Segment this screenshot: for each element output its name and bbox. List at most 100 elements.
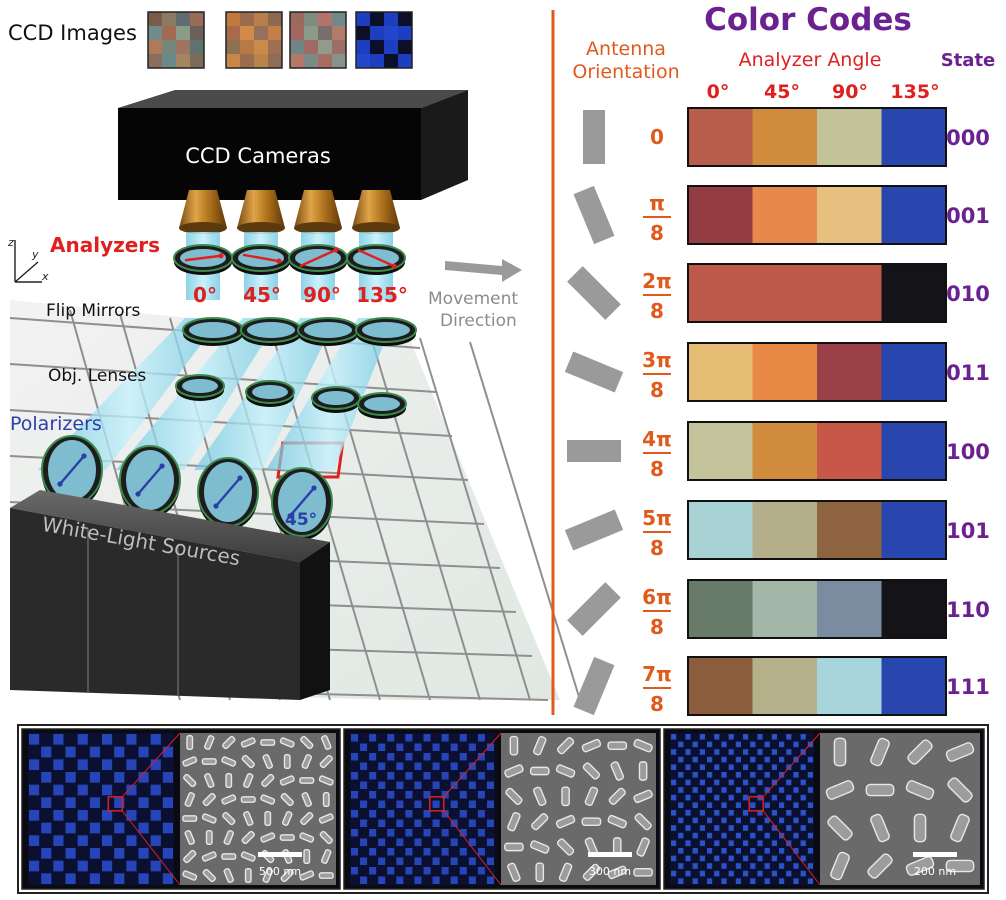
ccd-image	[225, 11, 283, 69]
state-value: 100	[946, 440, 990, 464]
state-value: 010	[946, 282, 990, 306]
code-row: 4π 8 100	[567, 421, 990, 481]
light-beam	[38, 318, 221, 470]
flip-mirror	[240, 317, 302, 346]
state-value: 001	[946, 204, 990, 228]
state-value: 111	[946, 675, 990, 699]
color-swatch	[881, 657, 947, 715]
color-swatch	[688, 580, 753, 638]
code-rows: 0 000π80012π80103π80114π81005π81016π81107…	[564, 107, 990, 716]
orientation-denominator: 8	[650, 221, 664, 245]
color-bar-border	[687, 421, 947, 481]
color-swatch	[817, 422, 882, 480]
color-swatch	[881, 264, 947, 322]
zoom-line	[762, 732, 821, 798]
zoom-box	[748, 796, 764, 812]
flip-mirror	[355, 317, 417, 346]
state-value: 101	[946, 519, 990, 543]
optical-array-image	[350, 733, 495, 885]
zoom-line	[443, 732, 502, 798]
camera-lens	[179, 190, 227, 234]
color-bar-border	[687, 107, 947, 167]
analyzer-angle-labels: 0° 45° 90° 135°	[193, 283, 408, 307]
orientation-denominator: 8	[650, 299, 664, 323]
color-swatch	[688, 422, 753, 480]
orientation-denominator: 8	[650, 692, 664, 716]
state-value: 011	[946, 361, 990, 385]
analyzer-angle-headers: 0° 45° 90° 135°	[707, 81, 940, 103]
scale-bar	[913, 852, 957, 857]
objective-lens	[245, 380, 295, 407]
zoom-box	[107, 796, 124, 812]
orientation-numerator: 7π	[642, 662, 672, 686]
obj-lenses-label: Obj. Lenses	[48, 366, 146, 386]
color-swatch	[688, 657, 753, 715]
color-swatch	[817, 657, 882, 715]
color-swatch	[752, 422, 818, 480]
antenna-header-line1: Antenna	[586, 38, 666, 60]
state-header: State	[941, 50, 996, 71]
scale-bar	[258, 852, 302, 857]
camera-lenses	[179, 190, 400, 234]
orientation-numerator: 6π	[642, 585, 672, 609]
antenna-orientation-glyph	[567, 440, 621, 462]
color-swatch	[817, 264, 882, 322]
analyzer	[346, 244, 406, 275]
analyzer-angle-header-item: 0°	[707, 81, 730, 103]
axis-triad-icon: z y x	[7, 236, 49, 283]
svg-text:x: x	[41, 270, 49, 283]
polarizers-label: Polarizers	[10, 413, 102, 435]
color-swatch	[688, 108, 753, 166]
color-swatch	[881, 186, 947, 244]
orientation-numerator: 2π	[642, 269, 672, 293]
ccd-cameras-label: CCD Cameras	[185, 144, 331, 168]
flip-mirror	[297, 317, 359, 346]
zoom-line	[121, 810, 181, 886]
orientation-numerator: 4π	[642, 427, 672, 451]
antenna-orientation-glyph	[564, 351, 624, 393]
movement-direction-line1: Movement	[428, 289, 518, 309]
polarizer	[41, 435, 103, 508]
color-bar-border	[687, 263, 947, 323]
orientation-numerator: 5π	[642, 506, 672, 530]
polarizer	[197, 457, 259, 530]
objective-lens	[175, 374, 225, 401]
movement-arrow-icon	[445, 259, 522, 282]
orientation-denominator: 8	[650, 457, 664, 481]
sem-panel: 200 nm	[663, 728, 985, 890]
flip-mirrors	[182, 317, 417, 346]
color-swatch	[817, 186, 882, 244]
color-bar-border	[687, 342, 947, 402]
code-row: π 8 001	[573, 185, 990, 245]
analyzer-angle-header-item: 45°	[764, 81, 800, 103]
ccd-images-label: CCD Images	[8, 21, 137, 45]
color-swatch	[752, 657, 818, 715]
scale-bar-label: 200 nm	[914, 865, 956, 878]
antenna-orientation-glyph	[567, 582, 621, 636]
orientation-numerator: π	[649, 191, 665, 215]
orientation-value: 0	[650, 125, 664, 149]
flip-mirrors-label: Flip Mirrors	[46, 301, 141, 321]
analyzers	[173, 244, 406, 275]
color-swatch	[817, 501, 882, 559]
optical-array-image	[670, 733, 814, 885]
scale-bar	[588, 852, 632, 857]
color-code-table: Color Codes Antenna Orientation Analyzer…	[564, 2, 996, 716]
color-swatch	[881, 422, 947, 480]
color-swatch	[881, 501, 947, 559]
ccd-image	[289, 11, 347, 69]
antenna-orientation-glyph	[583, 110, 605, 164]
polarizer-angle-label: 45°	[285, 510, 317, 530]
sem-panels: 500 nm 300 nm 200 nm	[21, 728, 985, 890]
orientation-denominator: 8	[650, 615, 664, 639]
zoom-line	[443, 810, 502, 886]
sem-panel: 500 nm	[21, 728, 341, 890]
svg-text:z: z	[7, 236, 14, 249]
analyzers-label: Analyzers	[50, 233, 160, 257]
antenna-orientation-glyph	[573, 185, 615, 245]
color-swatch	[817, 580, 882, 638]
color-swatch	[817, 343, 882, 401]
polarizers	[41, 435, 333, 540]
code-row: 2π 8 010	[567, 263, 990, 323]
